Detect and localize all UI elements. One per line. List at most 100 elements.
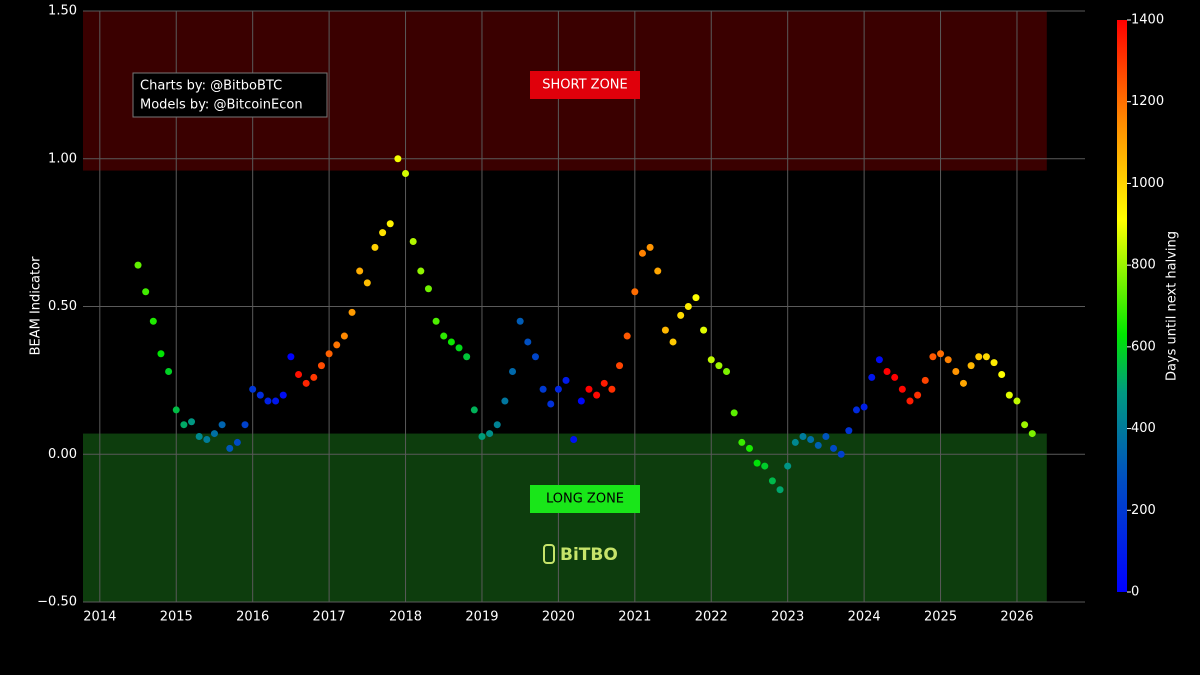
y-tick-label: 1.00 bbox=[48, 151, 77, 166]
data-point bbox=[310, 373, 318, 381]
data-point bbox=[440, 332, 448, 340]
data-point bbox=[447, 338, 455, 346]
data-point bbox=[1021, 421, 1029, 429]
data-point bbox=[761, 462, 769, 470]
data-point bbox=[600, 379, 608, 387]
data-point bbox=[837, 450, 845, 458]
data-point bbox=[776, 486, 784, 494]
data-point bbox=[577, 397, 585, 405]
data-point bbox=[348, 308, 356, 316]
zone-label-box bbox=[530, 71, 640, 99]
data-point bbox=[860, 403, 868, 411]
data-point bbox=[646, 243, 654, 251]
zone-label-box bbox=[530, 485, 640, 513]
data-point bbox=[1028, 430, 1036, 438]
y-axis-label: BEAM Indicator bbox=[29, 256, 44, 355]
zone-label: LONG ZONE bbox=[546, 492, 624, 507]
data-point bbox=[990, 359, 998, 367]
data-point bbox=[524, 338, 532, 346]
credit-box bbox=[132, 72, 328, 118]
zone-label: SHORT ZONE bbox=[542, 78, 628, 93]
y-tick-label: −0.50 bbox=[37, 595, 77, 610]
data-point bbox=[554, 385, 562, 393]
data-point bbox=[608, 385, 616, 393]
data-point bbox=[356, 267, 364, 275]
x-tick-label: 2020 bbox=[542, 610, 575, 625]
data-point bbox=[975, 353, 983, 361]
data-point bbox=[195, 433, 203, 441]
colorbar-tick-label: 1400 bbox=[1131, 13, 1164, 28]
colorbar-tick-label: 600 bbox=[1131, 339, 1156, 354]
x-tick-label: 2019 bbox=[465, 610, 498, 625]
colorbar-label: Days until next halving bbox=[1165, 231, 1180, 381]
data-point bbox=[180, 421, 188, 429]
colorbar-tick-label: 1000 bbox=[1131, 176, 1164, 191]
data-point bbox=[218, 421, 226, 429]
data-point bbox=[684, 303, 692, 310]
data-point bbox=[493, 421, 501, 429]
data-point bbox=[394, 155, 402, 163]
x-tick-label: 2015 bbox=[160, 610, 193, 625]
data-point bbox=[998, 370, 1006, 378]
data-point bbox=[470, 406, 478, 414]
data-point bbox=[692, 294, 700, 302]
data-point bbox=[822, 433, 830, 441]
data-point bbox=[944, 356, 952, 364]
data-point bbox=[799, 433, 807, 441]
data-point bbox=[593, 391, 601, 399]
data-point bbox=[906, 397, 914, 405]
data-point bbox=[188, 418, 196, 426]
data-point bbox=[531, 353, 539, 361]
data-point bbox=[562, 376, 570, 384]
data-point bbox=[256, 391, 264, 399]
data-point bbox=[455, 344, 463, 352]
y-tick-label: 0.00 bbox=[48, 447, 77, 462]
data-point bbox=[891, 373, 899, 381]
data-point bbox=[478, 433, 486, 441]
data-point bbox=[402, 170, 410, 178]
data-point bbox=[142, 288, 150, 296]
data-point bbox=[669, 338, 677, 346]
x-tick-label: 2021 bbox=[618, 610, 651, 625]
watermark: BiTBO bbox=[560, 545, 618, 565]
data-point bbox=[638, 249, 646, 257]
data-point bbox=[547, 400, 555, 408]
data-point bbox=[149, 317, 157, 325]
data-point bbox=[363, 279, 371, 287]
data-point bbox=[386, 220, 394, 228]
data-point bbox=[509, 368, 517, 376]
data-point bbox=[982, 353, 990, 361]
x-tick-label: 2018 bbox=[389, 610, 422, 625]
data-point bbox=[432, 317, 440, 325]
data-point bbox=[914, 391, 922, 399]
colorbar-tick-label: 800 bbox=[1131, 258, 1156, 273]
data-point bbox=[814, 441, 822, 449]
data-point bbox=[1013, 397, 1021, 405]
colorbar-tick-label: 200 bbox=[1131, 503, 1156, 518]
data-point bbox=[516, 317, 524, 325]
data-point bbox=[745, 444, 753, 452]
data-point bbox=[616, 362, 624, 370]
data-point bbox=[707, 356, 715, 364]
data-point bbox=[409, 237, 417, 245]
data-point bbox=[738, 438, 746, 446]
data-point bbox=[379, 229, 387, 237]
data-point bbox=[333, 341, 341, 349]
data-point bbox=[165, 368, 173, 376]
x-tick-label: 2025 bbox=[924, 610, 957, 625]
data-point bbox=[210, 430, 218, 438]
logo-icon bbox=[543, 544, 555, 564]
data-point bbox=[172, 406, 180, 414]
data-point bbox=[623, 332, 631, 340]
data-point bbox=[807, 435, 815, 443]
data-point bbox=[302, 379, 310, 387]
data-point bbox=[700, 326, 708, 334]
data-point bbox=[852, 406, 860, 414]
data-point bbox=[959, 379, 967, 387]
data-point bbox=[830, 444, 838, 452]
data-point bbox=[677, 311, 685, 319]
data-point bbox=[325, 350, 333, 358]
data-point bbox=[784, 462, 792, 470]
data-point bbox=[898, 385, 906, 393]
data-point bbox=[723, 368, 731, 376]
